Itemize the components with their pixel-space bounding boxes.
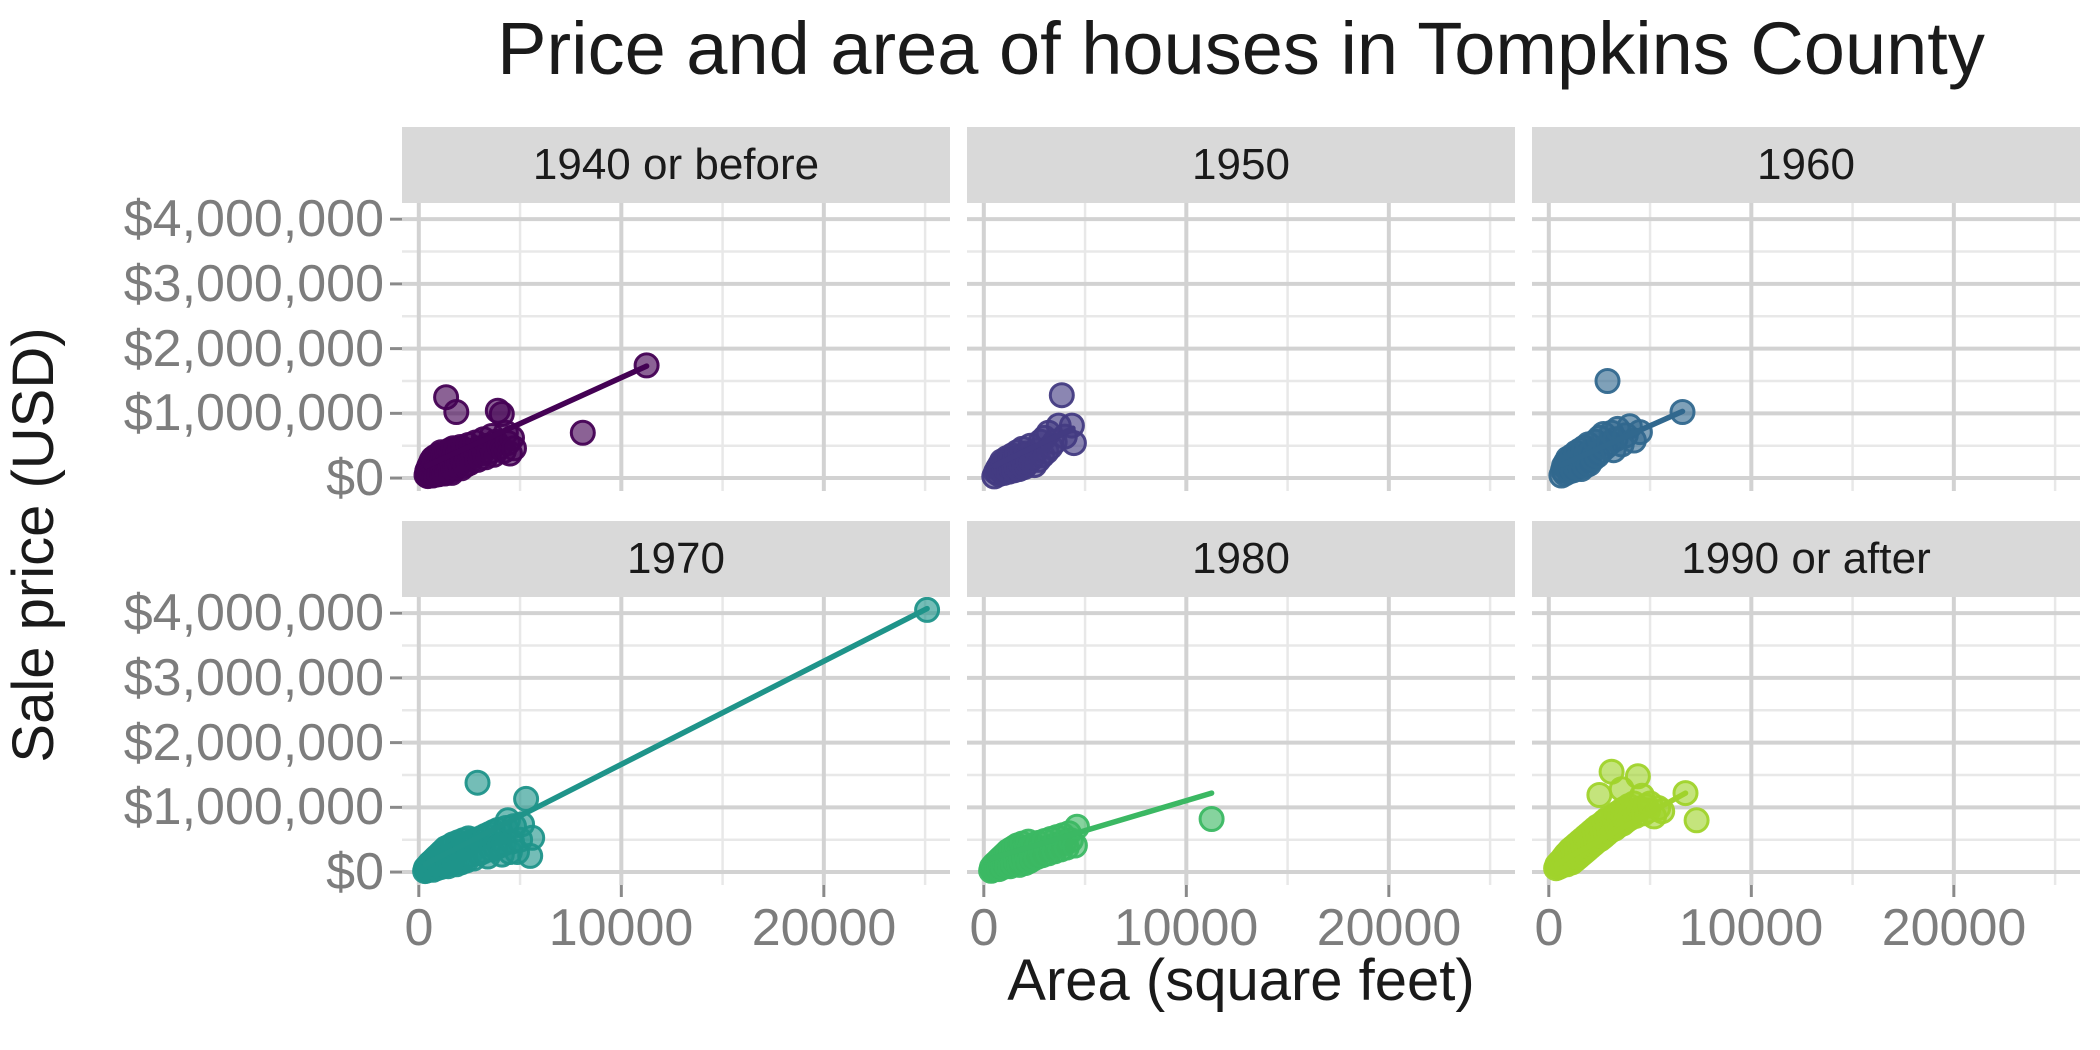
chart-title: Price and area of houses in Tompkins Cou… bbox=[497, 7, 1985, 90]
x-tick-label: 10000 bbox=[548, 899, 694, 957]
x-tick-label: 20000 bbox=[1881, 899, 2027, 957]
y-tick-label: $2,000,000 bbox=[123, 320, 384, 378]
panel-1950 bbox=[967, 203, 1515, 491]
facet-strip-1990-or-after: 1990 or after bbox=[1532, 521, 2080, 597]
facet-strip-label: 1970 bbox=[627, 534, 725, 583]
grid-major bbox=[1532, 203, 2080, 491]
x-tick-label: 10000 bbox=[1113, 899, 1259, 957]
data-point bbox=[519, 824, 546, 851]
facet-strip-1950: 1950 bbox=[967, 127, 1515, 203]
data-point bbox=[1683, 807, 1710, 834]
trend-line bbox=[422, 605, 930, 868]
facet-strip-1960: 1960 bbox=[1532, 127, 2080, 203]
trend-line bbox=[1553, 790, 1689, 868]
y-tick-label: $3,000,000 bbox=[123, 255, 384, 313]
facet-strip-label: 1960 bbox=[1757, 140, 1855, 189]
facet-strip-label: 1980 bbox=[1192, 534, 1290, 583]
data-point bbox=[1594, 368, 1621, 394]
x-tick-label: 20000 bbox=[751, 899, 897, 957]
y-tick-label: $1,000,000 bbox=[123, 384, 384, 442]
y-tick-label: $0 bbox=[326, 449, 384, 507]
x-tick-label: 0 bbox=[969, 899, 999, 957]
y-tick-label: $4,000,000 bbox=[123, 190, 384, 248]
data-point bbox=[1060, 430, 1087, 457]
x-tick-label: 0 bbox=[1534, 899, 1564, 957]
panel-1980 bbox=[967, 597, 1515, 885]
data-point bbox=[443, 399, 470, 425]
facet-strip-label: 1990 or after bbox=[1681, 534, 1931, 583]
data-point bbox=[1586, 782, 1613, 808]
grid-major bbox=[967, 597, 1515, 885]
x-tick-label: 20000 bbox=[1316, 899, 1462, 957]
facet-strip-1940-or-before: 1940 or before bbox=[402, 127, 950, 203]
facet-strip-1980: 1980 bbox=[967, 521, 1515, 597]
grid-major bbox=[402, 203, 950, 491]
y-tick-label: $3,000,000 bbox=[123, 649, 384, 707]
panel-1960 bbox=[1532, 203, 2080, 491]
points-layer bbox=[1543, 758, 1710, 882]
y-tick-label: $4,000,000 bbox=[123, 584, 384, 642]
y-tick-label: $1,000,000 bbox=[123, 778, 384, 836]
x-tick-label: 10000 bbox=[1678, 899, 1824, 957]
trend-line bbox=[423, 363, 650, 470]
data-point bbox=[569, 419, 596, 446]
facet-strip-label: 1950 bbox=[1192, 140, 1290, 189]
panel-1970 bbox=[402, 597, 950, 885]
trend-line bbox=[1558, 408, 1686, 468]
data-point bbox=[501, 435, 527, 462]
facet-strip-label: 1940 or before bbox=[532, 140, 820, 189]
y-tick-label: $2,000,000 bbox=[123, 714, 384, 772]
grid-major bbox=[1532, 597, 2080, 885]
data-point bbox=[1048, 382, 1075, 409]
axis-tick-marks bbox=[390, 217, 1956, 897]
panel-1990-or-after bbox=[1532, 597, 2080, 885]
y-tick-label: $0 bbox=[326, 843, 384, 901]
grid-major bbox=[402, 597, 950, 885]
facet-strip-1970: 1970 bbox=[402, 521, 950, 597]
x-axis-title: Area (square feet) bbox=[1007, 948, 1475, 1013]
data-point bbox=[464, 769, 491, 796]
data-point bbox=[1198, 806, 1225, 832]
panel-1940-or-before bbox=[402, 203, 950, 491]
trend-line bbox=[991, 425, 1076, 469]
trend-line bbox=[988, 790, 1215, 862]
x-tick-label: 0 bbox=[404, 899, 434, 957]
